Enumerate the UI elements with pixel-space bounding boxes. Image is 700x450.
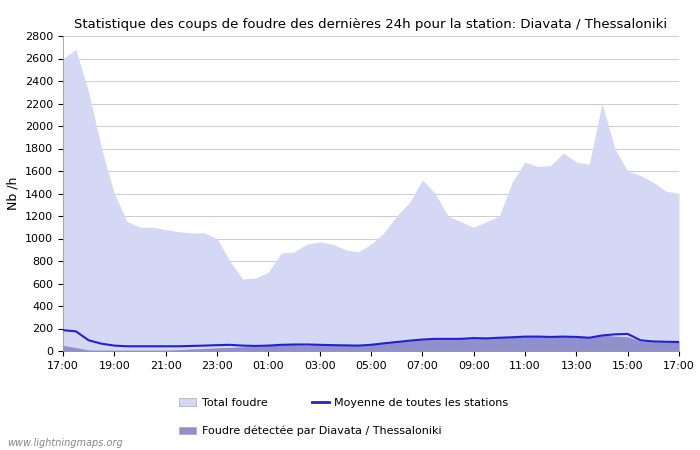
Legend: Foudre détectée par Diavata / Thessaloniki: Foudre détectée par Diavata / Thessaloni… xyxy=(179,426,441,436)
Text: www.lightningmaps.org: www.lightningmaps.org xyxy=(7,438,122,448)
Title: Statistique des coups de foudre des dernières 24h pour la station: Diavata / The: Statistique des coups de foudre des dern… xyxy=(74,18,668,31)
Y-axis label: Nb /h: Nb /h xyxy=(6,177,20,210)
